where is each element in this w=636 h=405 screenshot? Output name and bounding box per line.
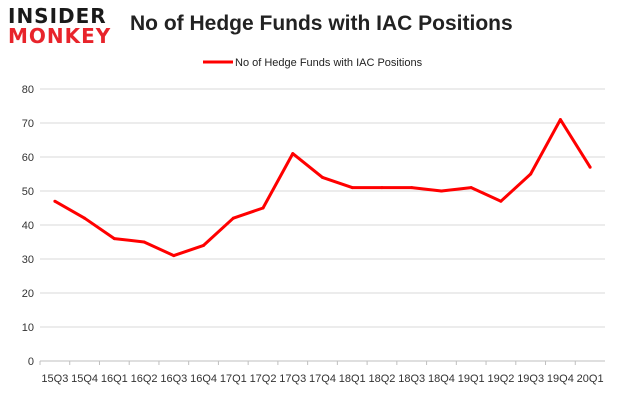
y-tick-label: 0	[28, 356, 34, 368]
legend-label: No of Hedge Funds with IAC Positions	[235, 57, 423, 69]
data-point	[469, 186, 473, 190]
data-point	[558, 118, 562, 122]
x-tick-label: 18Q4	[428, 373, 455, 385]
x-tick-label: 19Q4	[547, 373, 574, 385]
legend: No of Hedge Funds with IAC Positions	[203, 57, 423, 69]
data-point	[350, 186, 354, 190]
series-line	[54, 118, 592, 258]
gridlines	[40, 88, 605, 362]
y-axis: 0 10 20 30 40 50 60 70 80	[22, 84, 34, 368]
data-point	[112, 237, 116, 241]
x-tick-label: 17Q4	[309, 373, 336, 385]
x-tick-label: 19Q1	[458, 373, 485, 385]
data-point	[261, 206, 265, 210]
x-tick-label: 18Q3	[398, 373, 425, 385]
logo-line-2: MONKEY	[8, 24, 112, 48]
data-point	[83, 216, 87, 220]
data-point	[439, 189, 443, 193]
x-tick-label: 18Q1	[339, 373, 366, 385]
x-tick-label: 15Q4	[71, 373, 98, 385]
data-point	[588, 165, 592, 169]
x-tick-label: 16Q1	[101, 373, 128, 385]
y-tick-label: 70	[22, 118, 34, 130]
x-tick-label: 15Q3	[41, 373, 68, 385]
x-tick-label: 18Q2	[369, 373, 396, 385]
data-point	[291, 152, 295, 156]
chart-title: No of Hedge Funds with IAC Positions	[130, 12, 513, 35]
insider-monkey-logo: INSIDER MONKEY	[8, 6, 118, 46]
x-axis: 15Q3 15Q4 16Q1 16Q2 16Q3 16Q4 17Q1 17Q2 17Q3 17Q4…	[39, 361, 604, 385]
y-tick-label: 40	[22, 220, 34, 232]
data-point	[410, 186, 414, 190]
data-point	[142, 240, 146, 244]
x-tick-label: 16Q4	[190, 373, 217, 385]
x-tick-label: 16Q2	[131, 373, 158, 385]
data-point	[172, 254, 176, 258]
x-tick-label: 16Q3	[160, 373, 187, 385]
x-tick-label: 20Q1	[577, 373, 604, 385]
y-tick-label: 80	[22, 84, 34, 96]
data-point	[380, 186, 384, 190]
data-point	[499, 199, 503, 203]
x-tick-label: 19Q3	[517, 373, 544, 385]
data-point	[231, 216, 235, 220]
data-point	[53, 199, 57, 203]
x-tick-label: 17Q1	[220, 373, 247, 385]
data-point	[529, 172, 533, 176]
data-point	[202, 243, 206, 247]
x-tick-label: 19Q2	[487, 373, 514, 385]
y-tick-label: 20	[22, 288, 34, 300]
data-point	[321, 175, 324, 179]
y-tick-label: 60	[22, 152, 34, 164]
y-tick-label: 10	[22, 322, 34, 334]
y-tick-label: 50	[22, 186, 34, 198]
x-tick-label: 17Q2	[250, 373, 277, 385]
x-tick-label: 17Q3	[279, 373, 306, 385]
logo-line-1: INSIDER	[8, 4, 107, 28]
series-layer	[53, 118, 592, 258]
y-tick-label: 30	[22, 254, 34, 266]
